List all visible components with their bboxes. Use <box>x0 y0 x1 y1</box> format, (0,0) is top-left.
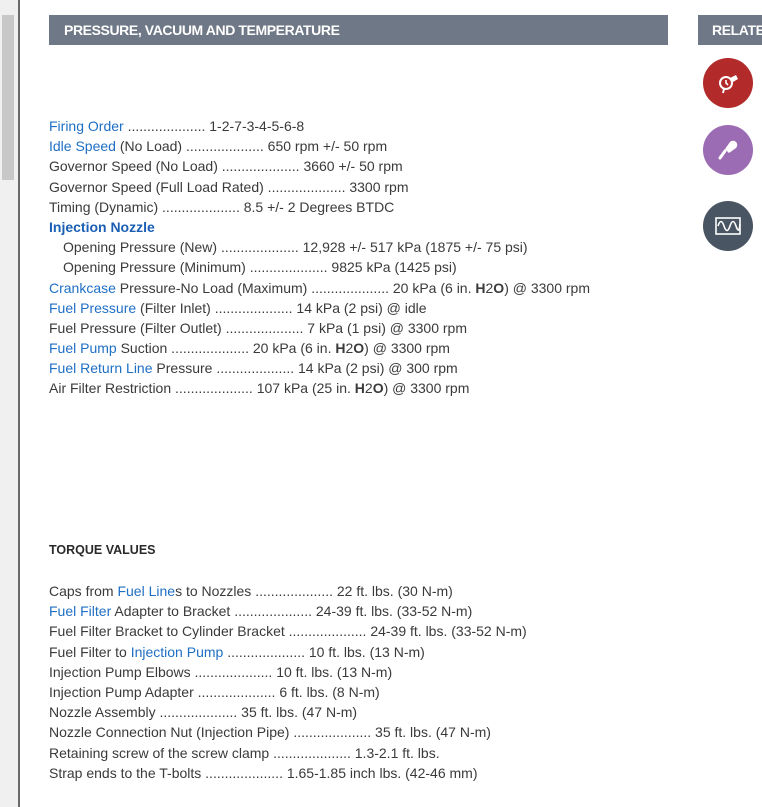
spec-text: .................... 10 ft. lbs. (13 N-m… <box>223 643 425 660</box>
spec-text: (Filter Inlet) .................... 14 k… <box>136 299 427 316</box>
spec-link[interactable]: Firing Order <box>49 118 124 134</box>
spec-text: Air Filter Restriction .................… <box>49 380 355 397</box>
spec-link[interactable]: Fuel Line <box>117 583 176 599</box>
spec-text: ) @ 3300 rpm <box>383 380 470 397</box>
spec-text: Fuel Filter Bracket to Cylinder Bracket … <box>49 623 527 640</box>
timing-gauge-icon <box>719 75 738 94</box>
spec-text: Suction .................... 20 kPa (6 i… <box>116 340 336 357</box>
spec-line: Firing Order .................... 1-2-7-… <box>49 116 590 136</box>
spec-text: .................... 1-2-7-3-4-5-6-8 <box>123 118 305 134</box>
spec-line: Fuel Pressure (Filter Inlet) ...........… <box>49 298 590 318</box>
related-item-waveform[interactable] <box>703 201 753 251</box>
spec-text: Pressure-No Load (Maximum) .............… <box>115 279 476 296</box>
spec-line: Opening Pressure (New) .................… <box>49 237 590 257</box>
spec-text: ) @ 3300 rpm <box>504 279 590 296</box>
spec-text: Governor Speed (No Load) ...............… <box>49 158 403 175</box>
spec-text: ) @ 3300 rpm <box>364 340 450 357</box>
spec-text: Caps from <box>49 583 118 599</box>
spec-line: Nozzle Assembly .................... 35 … <box>49 702 527 722</box>
spec-line: Governor Speed (Full Load Rated) .......… <box>49 177 590 197</box>
spec-link[interactable]: Injection Pump <box>130 643 224 660</box>
spec-line: Fuel Pump Suction .................... 2… <box>49 338 590 358</box>
spec-text: Injection Pump Elbows ..................… <box>49 663 393 680</box>
scrollbar[interactable] <box>0 0 20 807</box>
spec-line: Strap ends to the T-bolts ..............… <box>49 763 527 783</box>
spec-text: O <box>372 380 384 397</box>
spec-text: Fuel Filter to <box>49 643 131 660</box>
spec-line: Opening Pressure (Minimum) .............… <box>49 257 590 277</box>
spec-text: H <box>475 279 486 296</box>
spec-link[interactable]: Fuel Pump <box>49 340 117 357</box>
spec-link[interactable]: Fuel Filter <box>49 603 112 620</box>
pressure-spec-list: Firing Order .................... 1-2-7-… <box>49 116 590 399</box>
spec-line: Idle Speed (No Load) ...................… <box>49 136 590 156</box>
spec-line: Governor Speed (No Load) ...............… <box>49 156 590 176</box>
spec-text: Adapter to Bracket .................... … <box>111 603 473 620</box>
spec-text: (No Load) .................... 650 rpm +… <box>115 138 388 155</box>
spec-line: Fuel Filter to Injection Pump ..........… <box>49 642 527 662</box>
spec-text: Pressure .................... 14 kPa (2 … <box>152 360 458 377</box>
spec-text: Opening Pressure (New) .................… <box>63 239 528 256</box>
spec-text: O <box>493 279 505 296</box>
spec-line: Air Filter Restriction .................… <box>49 378 590 398</box>
spec-line: Retaining screw of the screw clamp .....… <box>49 743 527 763</box>
spec-line: Fuel Return Line Pressure ..............… <box>49 358 590 378</box>
spec-text: 2 <box>345 340 354 357</box>
related-item-timing[interactable] <box>703 58 753 108</box>
spec-text: Injection Pump Adapter .................… <box>49 683 380 700</box>
spec-text: H <box>354 380 365 397</box>
torque-section-title: TORQUE VALUES <box>49 543 156 557</box>
spec-text: 2 <box>364 380 373 397</box>
spec-text: Nozzle Assembly .................... 35 … <box>49 704 358 721</box>
related-item-injector[interactable] <box>703 125 753 175</box>
spec-text: 2 <box>485 279 494 296</box>
spec-text: O <box>353 340 365 357</box>
spec-line: Injection Pump Adapter .................… <box>49 682 527 702</box>
spec-text: Nozzle Connection Nut (Injection Pipe) .… <box>49 724 491 741</box>
spec-line: Timing (Dynamic) .................... 8.… <box>49 197 590 217</box>
section-header-pressure: PRESSURE, VACUUM AND TEMPERATURE <box>49 15 668 45</box>
spec-text: Fuel Pressure (Filter Outlet) ..........… <box>49 319 468 336</box>
spec-subheading: Injection Nozzle <box>49 218 155 235</box>
spec-link[interactable]: Idle Speed <box>49 138 116 155</box>
spec-line: Caps from Fuel Lines to Nozzles ........… <box>49 581 527 601</box>
spec-line: Injection Nozzle <box>49 217 590 237</box>
section-header-related: RELATED <box>698 15 762 45</box>
spec-text: Retaining screw of the screw clamp .....… <box>49 744 440 761</box>
spec-text: Strap ends to the T-bolts ..............… <box>49 764 478 781</box>
spec-text: Governor Speed (Full Load Rated) .......… <box>49 178 409 195</box>
spec-line: Fuel Filter Adapter to Bracket .........… <box>49 601 527 621</box>
scrollbar-thumb[interactable] <box>2 15 14 180</box>
spec-text: H <box>335 340 346 357</box>
torque-spec-list: Caps from Fuel Lines to Nozzles ........… <box>49 581 527 783</box>
spec-link[interactable]: Fuel Pressure <box>49 299 137 316</box>
waveform-icon <box>715 217 741 235</box>
spec-line: Injection Pump Elbows ..................… <box>49 662 527 682</box>
spec-text: Opening Pressure (Minimum) .............… <box>63 259 457 276</box>
spec-link[interactable]: Crankcase <box>49 279 116 296</box>
injector-icon <box>718 140 738 160</box>
spec-line: Fuel Filter Bracket to Cylinder Bracket … <box>49 621 527 641</box>
spec-link[interactable]: Fuel Return Line <box>49 360 153 377</box>
spec-text: Timing (Dynamic) .................... 8.… <box>49 198 395 215</box>
spec-line: Fuel Pressure (Filter Outlet) ..........… <box>49 318 590 338</box>
spec-line: Nozzle Connection Nut (Injection Pipe) .… <box>49 722 527 742</box>
spec-text: s to Nozzles .................... 22 ft.… <box>175 583 453 599</box>
spec-line: Crankcase Pressure-No Load (Maximum) ...… <box>49 278 590 298</box>
